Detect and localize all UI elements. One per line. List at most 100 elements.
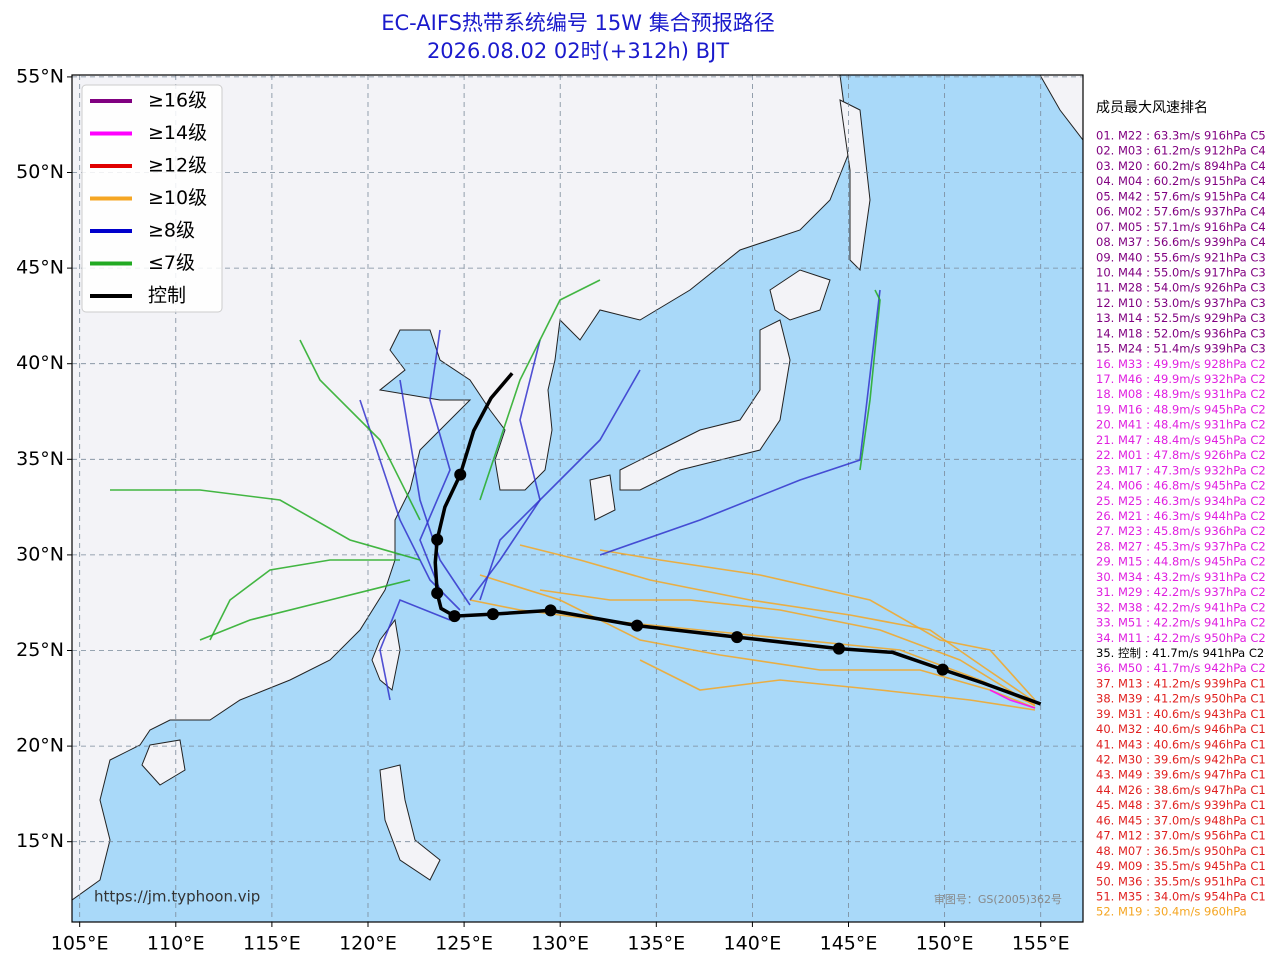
control-position <box>832 642 845 655</box>
ranking-entry: 40. M32 : 40.6m/s 946hPa C1 <box>1096 722 1266 736</box>
x-tick-label: 140°E <box>724 933 782 955</box>
control-position <box>431 533 444 546</box>
ensemble-tracks <box>110 279 1036 711</box>
y-tick-label: 45°N <box>16 257 64 279</box>
ranking-entry: 26. M21 : 46.3m/s 944hPa C2 <box>1096 509 1266 523</box>
control-position <box>631 619 644 632</box>
control-position <box>936 663 949 676</box>
ranking-entry: 14. M18 : 52.0m/s 936hPa C3 <box>1096 326 1266 340</box>
ranking-entry: 01. M22 : 63.3m/s 916hPa C5 <box>1096 129 1266 143</box>
watermark: https://jm.typhoon.vip <box>94 888 260 906</box>
ranking-entry: 30. M34 : 43.2m/s 931hPa C2 <box>1096 570 1266 584</box>
ranking-entry: 15. M24 : 51.4m/s 939hPa C3 <box>1096 342 1266 356</box>
y-tick-label: 55°N <box>16 65 64 87</box>
ranking-entry: 11. M28 : 54.0m/s 926hPa C3 <box>1096 281 1266 295</box>
x-tick-label: 145°E <box>820 933 878 955</box>
ranking-entry: 47. M12 : 37.0m/s 956hPa C1 <box>1096 829 1266 843</box>
ranking-entry: 42. M30 : 39.6m/s 942hPa C1 <box>1096 753 1266 767</box>
ranking-entry: 13. M14 : 52.5m/s 929hPa C3 <box>1096 311 1266 325</box>
y-tick-label: 25°N <box>16 639 64 661</box>
ranking-entry: 33. M51 : 42.2m/s 941hPa C2 <box>1096 616 1266 630</box>
ranking-entry: 36. M50 : 41.7m/s 942hPa C2 <box>1096 661 1266 675</box>
axes: 105°E 110°E 115°E 120°E 125°E 130°E 135°E 140°E… <box>16 65 1069 954</box>
ranking-entry: 29. M15 : 44.8m/s 945hPa C2 <box>1096 555 1266 569</box>
x-tick-label: 155°E <box>1012 933 1070 955</box>
ranking-entry: 02. M03 : 61.2m/s 912hPa C4 <box>1096 144 1266 158</box>
ranking-entry: 10. M44 : 55.0m/s 917hPa C3 <box>1096 265 1266 279</box>
ranking-entry: 22. M01 : 47.8m/s 926hPa C2 <box>1096 448 1266 462</box>
ranking-entry: 27. M23 : 45.8m/s 936hPa C2 <box>1096 524 1266 538</box>
legend-label: ≥14级 <box>148 122 207 144</box>
control-position <box>448 610 461 623</box>
ranking-entry: 21. M47 : 48.4m/s 945hPa C2 <box>1096 433 1266 447</box>
legend-label: ≤7级 <box>148 252 195 274</box>
ranking-entry: 48. M07 : 36.5m/s 950hPa C1 <box>1096 844 1266 858</box>
ranking-entry: 20. M41 : 48.4m/s 931hPa C2 <box>1096 418 1266 432</box>
control-position <box>731 631 744 644</box>
ranking-entry: 23. M17 : 47.3m/s 932hPa C2 <box>1096 463 1266 477</box>
legend-label: ≥12级 <box>148 155 207 177</box>
ranking-entry: 06. M02 : 57.6m/s 937hPa C4 <box>1096 205 1266 219</box>
x-tick-label: 110°E <box>147 933 205 955</box>
ranking-entry: 16. M33 : 49.9m/s 928hPa C2 <box>1096 357 1266 371</box>
ranking-entry: 49. M09 : 35.5m/s 945hPa C1 <box>1096 859 1266 873</box>
ranking-entry: 38. M39 : 41.2m/s 950hPa C1 <box>1096 692 1266 706</box>
x-tick-label: 130°E <box>531 933 589 955</box>
ranking-entry: 52. M19 : 30.4m/s 960hPa <box>1096 905 1247 919</box>
chart-title: EC-AIFS热带系统编号 15W 集合预报路径 <box>381 11 774 35</box>
y-tick-label: 20°N <box>16 735 64 757</box>
y-tick-label: 40°N <box>16 352 64 374</box>
ranking-entry: 45. M48 : 37.6m/s 939hPa C1 <box>1096 798 1266 812</box>
ranking-entry: 28. M27 : 45.3m/s 937hPa C2 <box>1096 539 1266 553</box>
ranking-entry: 04. M04 : 60.2m/s 915hPa C4 <box>1096 174 1266 188</box>
x-tick-label: 120°E <box>339 933 397 955</box>
x-tick-label: 150°E <box>916 933 974 955</box>
ranking-entry: 24. M06 : 46.8m/s 945hPa C2 <box>1096 479 1266 493</box>
ranking-entry: 50. M36 : 35.5m/s 951hPa C1 <box>1096 874 1266 888</box>
ranking-entry: 25. M25 : 46.3m/s 934hPa C2 <box>1096 494 1266 508</box>
ranking-entry: 41. M43 : 40.6m/s 946hPa C1 <box>1096 737 1266 751</box>
ranking-entry: 07. M05 : 57.1m/s 916hPa C4 <box>1096 220 1266 234</box>
ranking-entry: 35. 控制 : 41.7m/s 941hPa C2 <box>1096 646 1264 660</box>
x-tick-label: 135°E <box>627 933 685 955</box>
ranking-entry: 31. M29 : 42.2m/s 937hPa C2 <box>1096 585 1266 599</box>
ranking-entry: 46. M45 : 37.0m/s 948hPa C1 <box>1096 813 1266 827</box>
ranking-entry: 05. M42 : 57.6m/s 915hPa C4 <box>1096 189 1266 203</box>
control-position <box>544 604 557 617</box>
ranking-entry: 12. M10 : 53.0m/s 937hPa C3 <box>1096 296 1266 310</box>
ranking-entry: 34. M11 : 42.2m/s 950hPa C2 <box>1096 631 1266 645</box>
ranking-entry: 37. M13 : 41.2m/s 939hPa C1 <box>1096 676 1266 690</box>
map-frame <box>71 74 1084 923</box>
ranking-entry: 32. M38 : 42.2m/s 941hPa C2 <box>1096 600 1266 614</box>
control-position <box>431 587 444 600</box>
legend-label: 控制 <box>148 285 186 307</box>
ranking-entry: 19. M16 : 48.9m/s 945hPa C2 <box>1096 402 1266 416</box>
legend-label: ≥8级 <box>148 220 195 242</box>
y-tick-label: 30°N <box>16 543 64 565</box>
legend-label: ≥16级 <box>148 90 207 112</box>
y-tick-label: 35°N <box>16 448 64 470</box>
map-approval: 审图号：GS(2005)362号 <box>934 892 1062 906</box>
ranking-entry: 43. M49 : 39.6m/s 947hPa C1 <box>1096 768 1266 782</box>
ranking-entry: 44. M26 : 38.6m/s 947hPa C1 <box>1096 783 1266 797</box>
ranking-entry: 39. M31 : 40.6m/s 943hPa C1 <box>1096 707 1266 721</box>
ranking-entry: 17. M46 : 49.9m/s 932hPa C2 <box>1096 372 1266 386</box>
ranking-entry: 18. M08 : 48.9m/s 931hPa C2 <box>1096 387 1266 401</box>
ranking-entry: 51. M35 : 34.0m/s 954hPa C1 <box>1096 890 1266 904</box>
x-tick-label: 105°E <box>51 933 109 955</box>
ranking-entry: 08. M37 : 56.6m/s 939hPa C4 <box>1096 235 1266 249</box>
ranking-title: 成员最大风速排名 <box>1096 100 1208 116</box>
control-position <box>454 468 467 481</box>
legend-box <box>81 84 223 313</box>
control-track <box>431 372 1042 706</box>
legend-label: ≥10级 <box>148 187 207 209</box>
x-tick-label: 125°E <box>435 933 493 955</box>
ranking-entry: 09. M40 : 55.6m/s 921hPa C3 <box>1096 250 1266 264</box>
chart-subtitle: 2026.08.02 02时(+312h) BJT <box>427 39 729 63</box>
ranking-entry: 03. M20 : 60.2m/s 894hPa C4 <box>1096 159 1266 173</box>
